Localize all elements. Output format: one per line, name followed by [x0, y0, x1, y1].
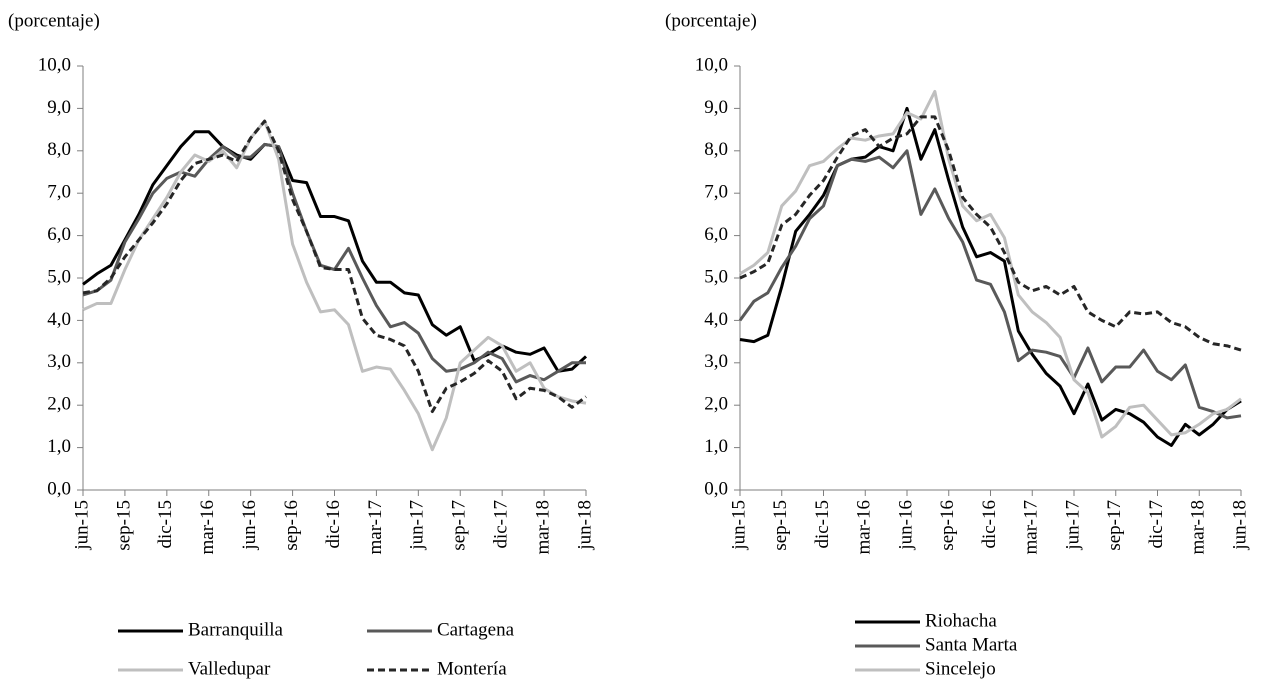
x-tick-label: jun-17: [1062, 500, 1083, 551]
y-tick-label: 5,0: [704, 266, 728, 287]
legend-label: Barranquilla: [188, 619, 284, 640]
series-line: [82, 142, 586, 384]
x-tick-label: mar-18: [1188, 500, 1209, 555]
y-axis-label: (porcentaje): [8, 10, 100, 31]
y-tick-label: 2,0: [47, 394, 71, 415]
x-tick-label: dic-15: [155, 500, 176, 549]
y-tick-label: 7,0: [704, 182, 728, 203]
x-tick-label: dic-17: [491, 500, 512, 549]
y-axis-label: (porcentaje): [665, 10, 757, 31]
y-tick-label: 3,0: [47, 351, 71, 372]
x-tick-label: dic-16: [323, 500, 344, 549]
x-tick-label: jun-15: [71, 500, 92, 551]
y-tick-label: 8,0: [47, 139, 71, 160]
legend-label: Santa Marta: [925, 634, 1018, 655]
y-tick-label: 5,0: [47, 266, 71, 287]
x-tick-label: jun-16: [239, 500, 260, 551]
series-line: [739, 89, 1242, 439]
x-tick-label: sep-17: [1104, 500, 1125, 551]
y-tick-label: 0,0: [47, 478, 71, 499]
y-tick-label: 4,0: [47, 309, 71, 330]
y-tick-label: 6,0: [704, 224, 728, 245]
x-tick-label: mar-16: [197, 500, 218, 555]
y-tick-label: 1,0: [47, 436, 71, 457]
x-tick-label: sep-16: [281, 500, 302, 551]
x-tick-label: mar-18: [532, 500, 553, 555]
y-tick-label: 8,0: [704, 139, 728, 160]
series-line: [82, 119, 587, 452]
y-tick-label: 1,0: [704, 436, 728, 457]
x-tick-label: sep-15: [770, 500, 791, 551]
x-tick-label: mar-17: [365, 500, 386, 555]
x-tick-label: mar-17: [1021, 500, 1042, 555]
legend-label: Riohacha: [925, 610, 997, 631]
x-tick-label: sep-15: [113, 500, 134, 551]
y-tick-label: 7,0: [47, 182, 71, 203]
series-line: [738, 149, 1242, 420]
legend-label: Montería: [437, 658, 507, 679]
x-tick-label: sep-17: [449, 500, 470, 551]
series-line: [739, 115, 1242, 352]
x-tick-label: dic-16: [979, 500, 1000, 549]
legend-label: Cartagena: [437, 619, 515, 640]
x-tick-label: jun-17: [407, 500, 428, 551]
x-tick-label: jun-16: [895, 500, 916, 551]
x-tick-label: mar-16: [854, 500, 875, 555]
y-tick-label: 0,0: [704, 478, 728, 499]
y-tick-label: 3,0: [704, 351, 728, 372]
x-tick-label: jun-18: [1229, 500, 1250, 551]
x-tick-label: jun-18: [574, 500, 595, 551]
x-tick-label: dic-17: [1146, 500, 1167, 549]
x-tick-label: jun-15: [728, 500, 749, 551]
y-tick-label: 9,0: [47, 97, 71, 118]
y-tick-label: 10,0: [38, 54, 71, 75]
legend-label: Valledupar: [188, 658, 271, 679]
y-tick-label: 9,0: [704, 97, 728, 118]
series-line: [739, 106, 1242, 447]
y-tick-label: 2,0: [704, 394, 728, 415]
x-tick-label: sep-16: [937, 500, 958, 551]
x-tick-label: dic-15: [812, 500, 833, 549]
y-tick-label: 4,0: [704, 309, 728, 330]
series-line: [82, 130, 588, 373]
y-tick-label: 6,0: [47, 224, 71, 245]
series-line: [82, 119, 587, 414]
y-tick-label: 10,0: [695, 54, 728, 75]
legend-label: Sincelejo: [925, 658, 996, 679]
